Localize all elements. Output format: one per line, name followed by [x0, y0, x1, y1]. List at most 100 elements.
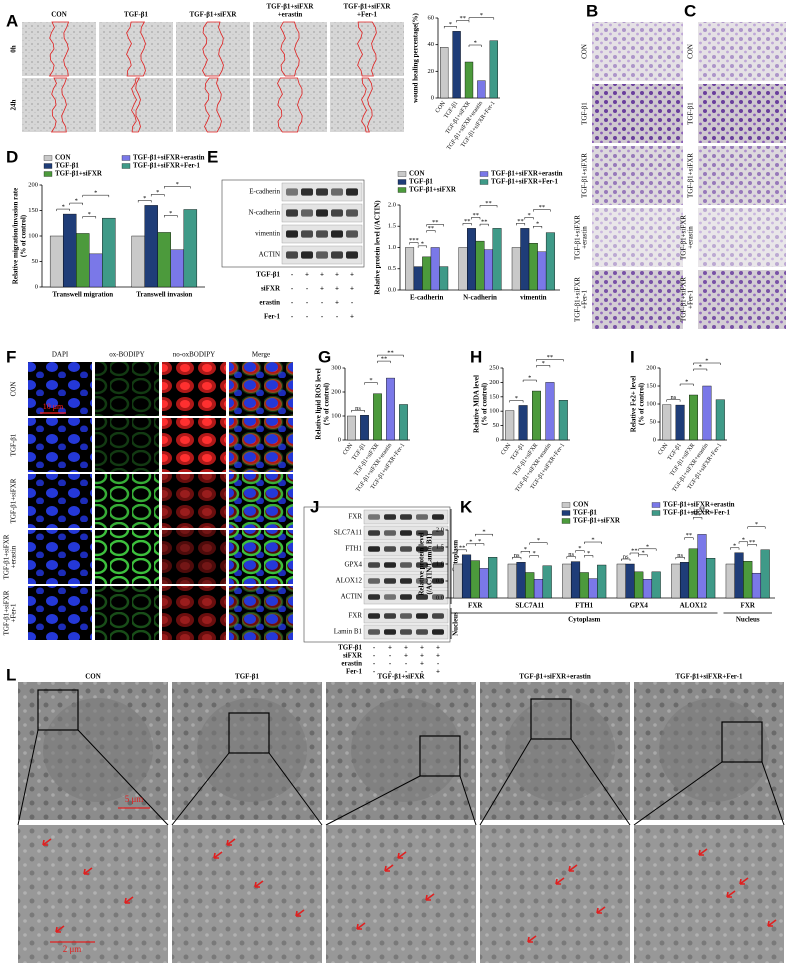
wound-edge	[277, 77, 303, 133]
treatment-sign: +	[320, 285, 324, 293]
blot-band	[286, 230, 298, 238]
bar	[743, 561, 753, 599]
y-tick-label: 0	[653, 436, 656, 443]
blot-band	[432, 562, 444, 568]
significance-bracket	[456, 20, 470, 23]
section-label: Cytoplasm	[452, 540, 460, 572]
treatment-sign: -	[389, 652, 392, 660]
significance-label: *	[156, 189, 159, 196]
blot-band	[416, 530, 428, 536]
em-arrow	[739, 877, 749, 885]
significance-label: *	[94, 190, 97, 197]
bar	[597, 564, 607, 599]
band-label: vimentin	[255, 230, 280, 238]
bar	[458, 247, 468, 291]
bar	[679, 562, 690, 599]
significance-label: *	[482, 529, 485, 536]
wound-edge	[357, 21, 377, 77]
blot-band	[316, 209, 328, 217]
x-tick-label: Transwell migration	[52, 291, 113, 299]
significance-label: *	[527, 212, 530, 219]
treatment-sign: -	[405, 660, 408, 668]
significance-label: **	[481, 219, 488, 226]
significance-bracket	[164, 186, 191, 189]
band-label: ACTIN	[259, 251, 280, 259]
significance-label: *	[421, 240, 424, 247]
significance-label: *	[480, 12, 483, 19]
em-arrow	[55, 925, 65, 933]
bar	[558, 400, 568, 441]
significance-label: ns	[514, 552, 520, 559]
significance-label: **	[432, 219, 439, 226]
blot-band	[384, 514, 396, 520]
column-header: CON	[85, 673, 101, 681]
significance-bracket	[409, 242, 419, 245]
y-tick-label: 1.0	[388, 244, 396, 251]
em-zoom-line	[268, 752, 323, 826]
blot-band	[368, 594, 380, 600]
transwell-image	[698, 22, 786, 81]
y-tick-label: 2.0	[436, 526, 444, 533]
row-label: CON	[581, 44, 589, 59]
blot-band	[432, 578, 444, 584]
treatment-sign: -	[389, 668, 392, 676]
blot-band	[368, 613, 380, 619]
bar	[413, 266, 423, 291]
significance-bracket	[584, 555, 594, 558]
blot-band	[346, 188, 358, 196]
significance-label: **	[547, 354, 554, 361]
legend-label: CON	[55, 154, 71, 162]
y-axis-label: wound healing percentage(%)	[412, 12, 420, 102]
bar	[477, 80, 486, 99]
significance-label: *	[169, 210, 172, 217]
y-tick-label: 200	[646, 364, 656, 371]
transwell-image	[592, 84, 683, 143]
transwell-image	[592, 22, 683, 81]
row-label: TGF-β1+siFXR	[3, 534, 11, 579]
blot-band	[301, 188, 313, 196]
treatment-sign: +	[404, 644, 408, 652]
y-tick-label: 0.5	[388, 265, 396, 272]
significance-label: *	[469, 538, 472, 545]
significance-bracket	[164, 215, 178, 218]
bar	[697, 534, 707, 599]
transwell-image	[698, 146, 786, 205]
x-tick-label: CON	[500, 442, 513, 456]
legend-swatch	[479, 179, 489, 185]
significance-label: *	[591, 537, 594, 544]
legend-label: TGF-β1+siFXR	[409, 186, 457, 194]
legend-swatch	[121, 163, 131, 169]
row-label: CON	[687, 44, 695, 59]
significance-bracket	[738, 541, 748, 544]
x-tick-label: SLC7A11	[515, 602, 544, 610]
bar	[634, 571, 644, 599]
treatment-label: Fer-1	[346, 668, 363, 676]
row-label: TGF-β1	[687, 102, 695, 125]
wound-edge	[48, 21, 70, 77]
em-zoom-line	[77, 729, 169, 826]
bar	[518, 405, 528, 441]
treatment-sign: +	[335, 299, 339, 307]
em-arrow	[568, 864, 578, 872]
blot-band	[416, 514, 428, 520]
significance-bracket	[137, 200, 152, 203]
significance-bracket	[747, 526, 766, 529]
significance-bracket	[747, 544, 757, 547]
fluorescence-channel	[162, 530, 226, 584]
x-tick-label: FTH1	[575, 602, 593, 610]
significance-bracket	[377, 354, 404, 358]
significance-label: **	[459, 544, 466, 551]
significance-bracket	[693, 517, 703, 520]
treatment-sign: +	[335, 285, 339, 293]
band-label: FTH1	[345, 545, 362, 553]
treatment-sign: +	[436, 652, 440, 660]
legend-swatch	[479, 171, 489, 177]
significance-label: *	[578, 545, 581, 552]
x-tick-label: ALOX12	[680, 602, 708, 610]
significance-label: *	[532, 550, 535, 557]
blot-band	[416, 594, 428, 600]
section-label: Nucleus	[452, 612, 460, 636]
treatment-sign: +	[420, 652, 424, 660]
column-header: TGF-β1+siFXR	[267, 3, 315, 11]
treatment-sign: +	[404, 652, 408, 660]
